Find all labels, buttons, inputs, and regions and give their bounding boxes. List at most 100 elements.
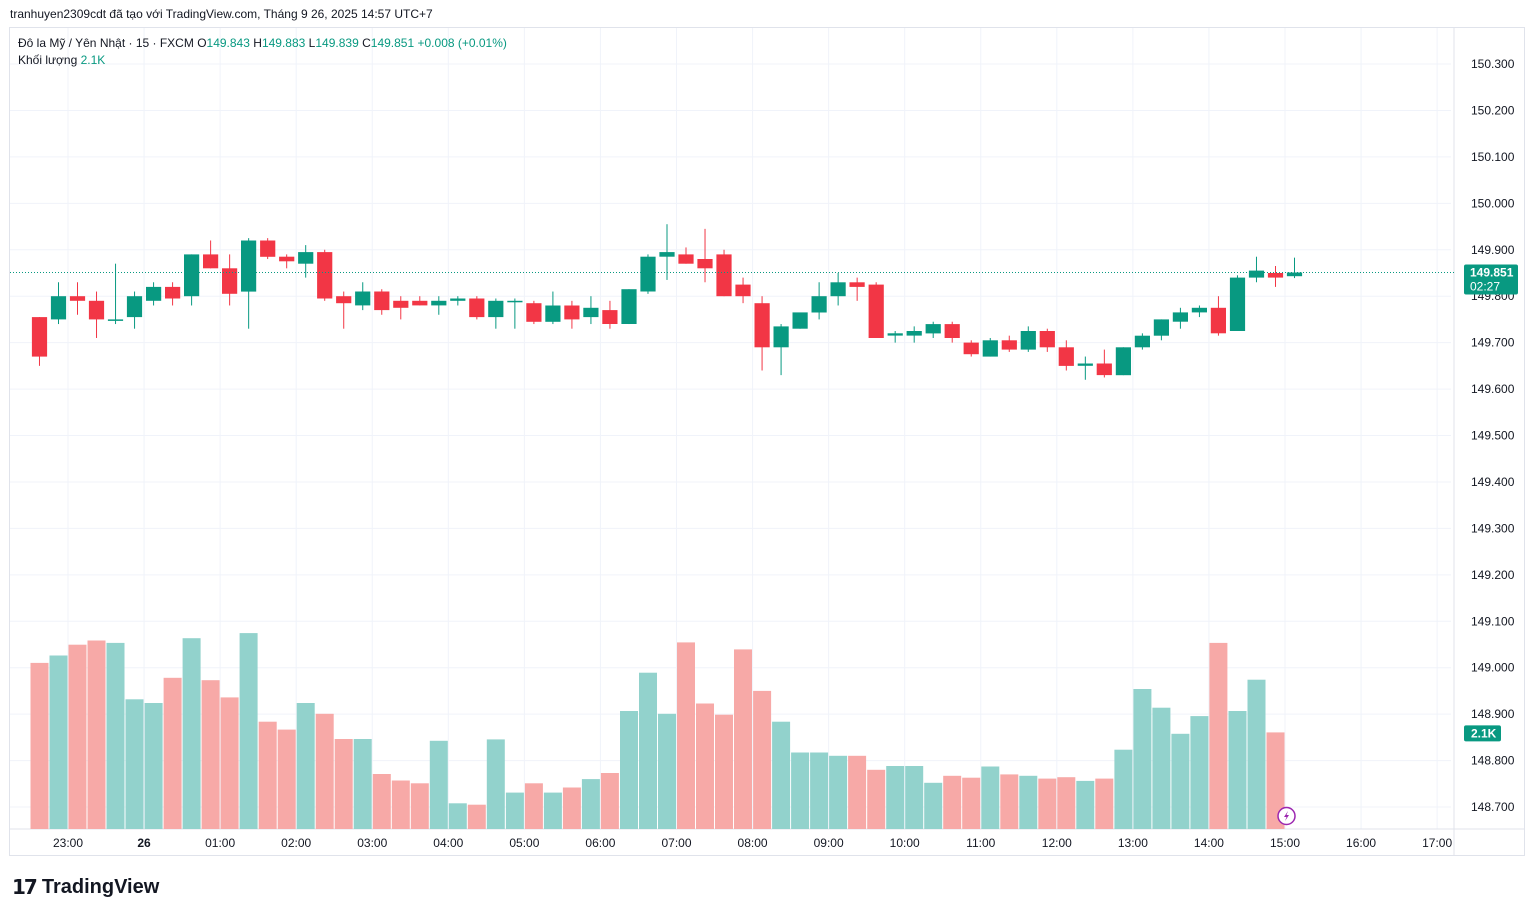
volume-bar bbox=[848, 755, 867, 829]
volume-bar bbox=[467, 804, 486, 829]
candlesticks bbox=[31, 224, 1303, 380]
volume-bar bbox=[486, 739, 505, 829]
y-tick-label: 150.300 bbox=[1471, 57, 1515, 71]
x-tick-label: 14:00 bbox=[1194, 836, 1224, 850]
chart-grid bbox=[10, 28, 1524, 855]
volume-bar bbox=[943, 775, 962, 829]
candle bbox=[640, 254, 656, 294]
volume-bar bbox=[677, 642, 695, 829]
symbol-title[interactable]: Đô la Mỹ / Yên Nhật · 15 · FXCM bbox=[18, 36, 194, 50]
chart-caption: tranhuyen2309cdt đã tạo với TradingView.… bbox=[10, 7, 433, 21]
volume-bar bbox=[163, 677, 182, 829]
volume-bar bbox=[829, 755, 848, 829]
candle bbox=[1058, 340, 1074, 371]
volume-bar bbox=[1247, 679, 1266, 829]
x-tick-label: 23:00 bbox=[53, 836, 83, 850]
volume-label[interactable]: Khối lượng bbox=[18, 53, 78, 67]
y-tick-label: 149.900 bbox=[1471, 243, 1515, 257]
candle bbox=[279, 254, 295, 269]
volume-bar bbox=[1000, 774, 1019, 829]
candle bbox=[754, 296, 770, 371]
x-tick-label: 15:00 bbox=[1270, 836, 1300, 850]
volume-value: 2.1K bbox=[80, 53, 106, 67]
volume-bar bbox=[1228, 711, 1247, 829]
candle bbox=[507, 298, 523, 329]
candle bbox=[336, 291, 352, 329]
candle bbox=[69, 282, 86, 315]
high-label: H bbox=[253, 36, 262, 50]
close-label: C bbox=[362, 36, 371, 50]
y-tick-label: 148.900 bbox=[1471, 707, 1515, 721]
candle bbox=[203, 240, 219, 269]
change-value: +0.008 (+0.01%) bbox=[417, 36, 507, 50]
x-tick-label: 17:00 bbox=[1422, 836, 1452, 850]
volume-bar bbox=[125, 699, 144, 829]
candle bbox=[849, 277, 865, 301]
candle bbox=[602, 300, 618, 329]
volume-bar bbox=[1076, 780, 1095, 829]
volume-bar bbox=[543, 792, 562, 829]
candle bbox=[469, 296, 485, 320]
volume-bar bbox=[182, 638, 201, 829]
y-tick-label: 149.300 bbox=[1471, 521, 1515, 535]
volume-bar bbox=[924, 782, 943, 829]
candle bbox=[450, 296, 466, 306]
candle bbox=[1039, 328, 1055, 352]
candle bbox=[241, 238, 257, 329]
volume-bar bbox=[334, 739, 353, 829]
x-tick-label: 13:00 bbox=[1118, 836, 1148, 850]
candle bbox=[659, 224, 675, 280]
candle bbox=[146, 282, 162, 306]
candle bbox=[50, 282, 67, 325]
volume-bar bbox=[258, 721, 277, 829]
candle bbox=[393, 296, 409, 320]
volume-bar bbox=[49, 655, 68, 829]
volume-bar bbox=[524, 783, 543, 829]
candle bbox=[830, 272, 846, 306]
tradingview-brand: TradingView bbox=[41, 875, 160, 898]
x-tick-label: 03:00 bbox=[357, 836, 387, 850]
price-axis: 150.300 150.200 150.100 150.000 149.900 149.8… bbox=[1471, 57, 1515, 814]
candle bbox=[374, 289, 390, 315]
volume-bar bbox=[1095, 778, 1114, 829]
volume-bar bbox=[277, 729, 296, 829]
volume-bar bbox=[905, 766, 924, 829]
candle bbox=[184, 254, 200, 306]
volume-bar bbox=[639, 672, 657, 829]
volume-bar bbox=[620, 711, 638, 829]
y-tick-label: 148.700 bbox=[1471, 800, 1515, 814]
volume-bar bbox=[201, 680, 220, 829]
volume-bar bbox=[886, 766, 905, 829]
volume-bar bbox=[1209, 642, 1228, 829]
x-tick-label: 26 bbox=[137, 836, 151, 850]
volume-bar bbox=[410, 783, 429, 829]
volume-bar bbox=[429, 740, 448, 829]
volume-bar bbox=[1266, 732, 1285, 829]
candle bbox=[792, 312, 808, 329]
candle bbox=[1267, 266, 1284, 287]
candle bbox=[564, 300, 580, 329]
volume-bar bbox=[296, 703, 315, 829]
volume-bar bbox=[1057, 777, 1076, 829]
volume-bar bbox=[315, 713, 334, 829]
candle bbox=[355, 282, 371, 311]
candle bbox=[1191, 305, 1207, 318]
tradingview-logo[interactable]: 17 TradingView bbox=[12, 875, 159, 899]
volume-bar bbox=[1171, 733, 1190, 829]
candle bbox=[431, 296, 447, 315]
candle bbox=[222, 254, 238, 306]
volume-bar bbox=[106, 642, 125, 829]
candle bbox=[1210, 296, 1226, 336]
candle bbox=[31, 317, 48, 366]
lightning-icon[interactable] bbox=[1277, 806, 1296, 826]
volume-bar bbox=[1038, 778, 1057, 829]
bar-countdown: 02:27 bbox=[1470, 280, 1500, 294]
y-tick-label: 150.000 bbox=[1471, 196, 1515, 210]
candle bbox=[88, 291, 105, 338]
y-tick-label: 150.200 bbox=[1471, 103, 1515, 117]
volume-bar bbox=[353, 739, 372, 829]
candle bbox=[1172, 307, 1188, 329]
candle bbox=[317, 249, 333, 301]
